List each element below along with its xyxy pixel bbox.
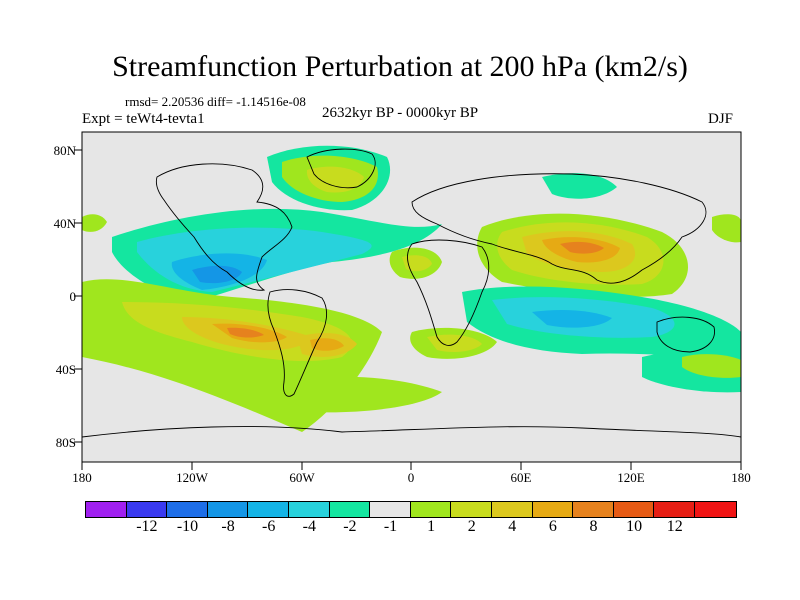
coast-north-america — [155, 163, 293, 291]
map-panel — [74, 131, 742, 470]
colorbar-label-3: -6 — [262, 518, 276, 535]
contour-so-3 — [682, 354, 741, 378]
colorbar-swatch-14 — [654, 502, 695, 517]
colorbar-swatch-3 — [207, 502, 249, 517]
axis-ticks — [74, 149, 742, 470]
contour-io-3 — [532, 310, 612, 328]
contour-neg-4 — [192, 265, 242, 284]
lon-label-180e: 180 — [731, 470, 751, 485]
colorbar-swatch-15 — [694, 502, 736, 517]
colorbar-swatch-13 — [613, 502, 655, 517]
coast-greenland — [306, 148, 376, 189]
colorbar-label-12: 10 — [626, 518, 643, 535]
colorbar-label-6: -1 — [383, 518, 398, 535]
colorbar-label-0: -12 — [136, 518, 158, 535]
lon-label-120w: 120W — [176, 470, 208, 485]
colorbar-swatch-2 — [167, 502, 208, 517]
colorbar-label-1: -10 — [176, 518, 199, 535]
lon-label-60e: 60E — [510, 470, 532, 485]
colorbar-swatch-5 — [288, 502, 330, 517]
lat-label-40n: 40N — [53, 216, 76, 231]
coast-eurasia — [411, 173, 707, 284]
colorbar-swatch-10 — [491, 502, 533, 517]
colorbar-label-9: 4 — [508, 518, 517, 535]
colorbar-label-11: 8 — [589, 518, 598, 535]
contour-pos-5 — [227, 327, 264, 338]
colorbar-swatch-12 — [573, 502, 614, 517]
period-label: 2632kyr BP - 0000kyr BP — [322, 105, 479, 121]
colorbar-swatch-7 — [370, 502, 411, 517]
colorbar-label-7: 1 — [427, 518, 436, 535]
colorbar-swatch-11 — [532, 502, 574, 517]
colorbar-swatch-8 — [410, 502, 452, 517]
coastlines — [82, 148, 741, 438]
coast-antarctica — [82, 426, 741, 438]
lon-label-180w: 180 — [72, 470, 92, 485]
colorbar-swatch-1 — [126, 502, 168, 517]
lat-label-80s: 80S — [55, 435, 76, 450]
colorbar-label-4: -4 — [302, 518, 316, 535]
lat-label-80n: 80N — [53, 143, 76, 158]
contour-np-3 — [712, 214, 741, 243]
stats-text: rmsd= 2.20536 diff= -1.14516e-08 — [125, 94, 306, 109]
coast-africa — [406, 239, 490, 346]
contour-np-2 — [82, 214, 107, 232]
coast-south-america — [267, 289, 328, 397]
lon-label-0: 0 — [407, 470, 415, 485]
contour-np-1 — [542, 173, 617, 199]
colorbar-swatch-6 — [329, 502, 371, 517]
map-title: Streamfunction Perturbation at 200 hPa (… — [112, 50, 688, 83]
colorbar-label-8: 2 — [467, 518, 476, 535]
lat-label-0: 0 — [69, 289, 77, 304]
contour-as-5 — [560, 241, 604, 254]
colorbar-swatch-0 — [86, 502, 127, 517]
lon-label-60w: 60W — [289, 470, 315, 485]
contour-gr-3 — [306, 166, 364, 193]
coast-australia — [656, 316, 715, 353]
season-label: DJF — [708, 111, 734, 127]
colorbar-label-2: -8 — [221, 518, 235, 535]
experiment-label: Expt = teWt4-tevta1 — [82, 111, 205, 127]
streamfunction-map — [74, 131, 742, 470]
colorbar-label-13: 12 — [666, 518, 683, 535]
colorbar-label-10: 6 — [548, 518, 557, 535]
colorbar-label-5: -2 — [343, 518, 357, 535]
colorbar — [85, 501, 737, 518]
contour-sa-2 — [310, 338, 344, 351]
contour-so-1 — [281, 376, 442, 413]
colorbar-swatch-4 — [248, 502, 289, 517]
lat-label-40s: 40S — [55, 362, 76, 377]
lon-label-120e: 120E — [617, 470, 645, 485]
colorbar-swatch-9 — [451, 502, 492, 517]
